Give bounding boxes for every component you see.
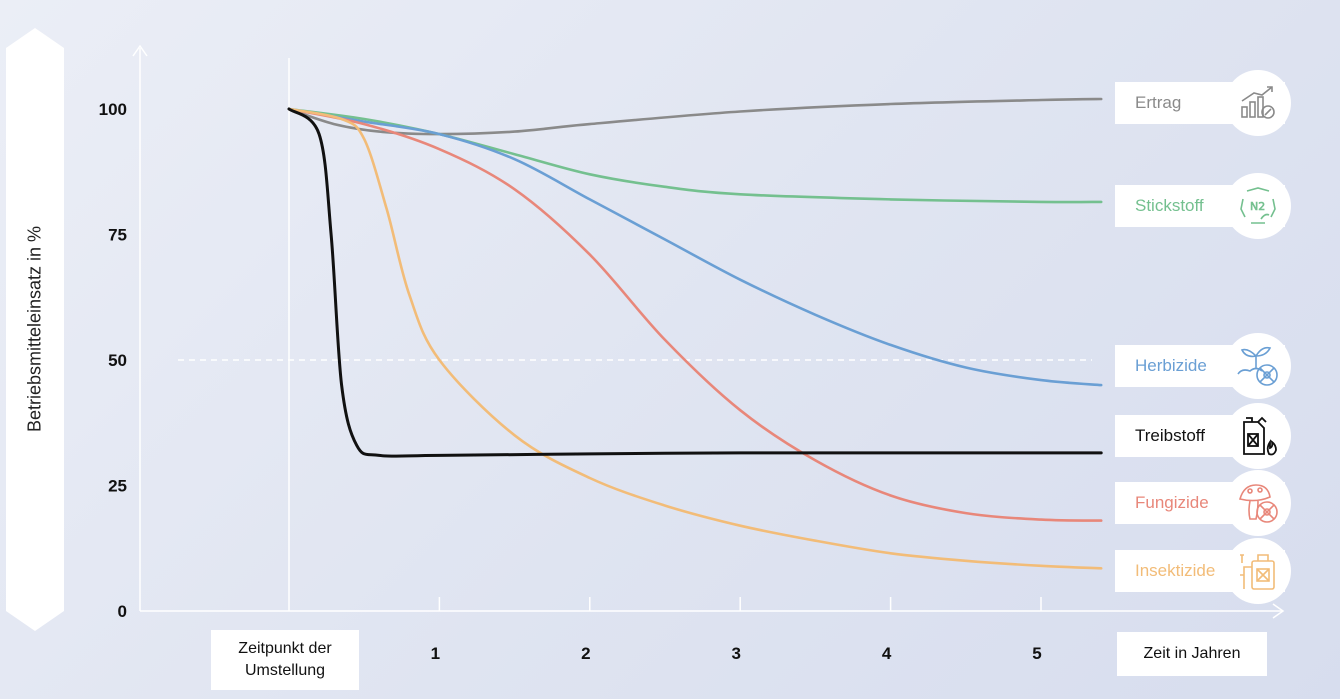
y-axis-arrow (132, 44, 148, 57)
x-tick-label-5: 5 (1032, 644, 1041, 663)
insecticide-sprayer-icon (1225, 538, 1291, 604)
chart-ticks: 0 25 50 75 100 1 2 3 4 5 (99, 100, 1042, 663)
y-axis-label-box (6, 28, 64, 631)
x-tick-label-2: 2 (581, 644, 590, 663)
y-tick-label-100: 100 (99, 100, 127, 119)
x-tick-label-4: 4 (882, 644, 892, 663)
x-start-label-box: Zeitpunkt der Umstellung (211, 630, 359, 690)
y-tick-label-50: 50 (108, 351, 127, 370)
x-start-label-line2: Umstellung (244, 662, 326, 679)
series-line-herbizide (287, 107, 1103, 387)
x-axis-label-box: Zeit in Jahren (1117, 632, 1267, 676)
herbicide-plant-icon (1225, 333, 1291, 399)
y-tick-label-75: 75 (108, 226, 127, 245)
fuel-canister-icon (1225, 403, 1291, 469)
series-lines (287, 97, 1103, 570)
series-line-ertrag (287, 97, 1103, 136)
chart-axes (132, 44, 1285, 619)
nitrogen-icon: N2 (1225, 173, 1291, 239)
x-tick-label-1: 1 (431, 644, 440, 663)
x-axis-arrow (1272, 603, 1285, 619)
series-line-stickstoff (287, 107, 1103, 204)
svg-text:N2: N2 (1250, 200, 1265, 213)
y-tick-label-0: 0 (118, 602, 127, 621)
y-tick-label-25: 25 (108, 477, 127, 496)
series-line-insektizide (287, 107, 1103, 570)
yield-chart-icon (1225, 70, 1291, 136)
x-tick-label-3: 3 (731, 644, 740, 663)
mushroom-icon (1225, 470, 1291, 536)
x-axis-label: Zeit in Jahren (1143, 645, 1241, 663)
series-line-treibstoff (287, 107, 1103, 458)
x-start-label-line1: Zeitpunkt der (238, 640, 332, 658)
series-line-fungizide (287, 107, 1103, 522)
